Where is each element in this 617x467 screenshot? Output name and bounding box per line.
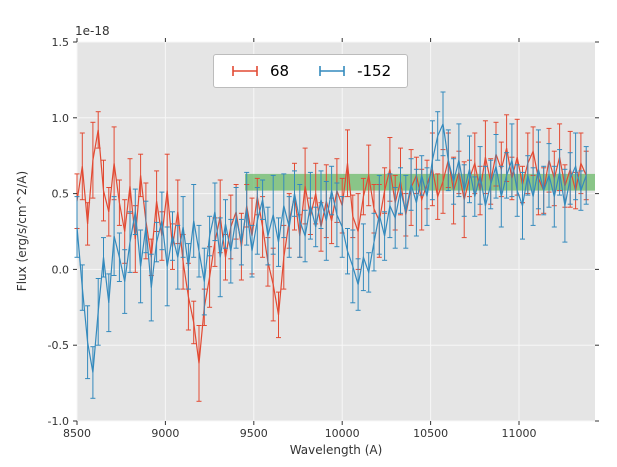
x-tick-label: 10500 bbox=[413, 427, 448, 440]
x-tick-label: 9000 bbox=[151, 427, 179, 440]
y-tick-label: 1.0 bbox=[52, 112, 70, 125]
errorbar-key-red-icon bbox=[232, 66, 258, 76]
y-tick-label: 0.0 bbox=[52, 263, 70, 276]
legend-label-minus152: -152 bbox=[357, 62, 392, 80]
errorbar-key-blue-icon bbox=[319, 66, 345, 76]
y-axis-label: Flux (erg/s/cm^2/A) bbox=[15, 170, 29, 292]
errorbar-series bbox=[74, 91, 589, 402]
y-axis-offset-label: 1e-18 bbox=[75, 24, 110, 38]
x-tick-label: 11000 bbox=[502, 427, 537, 440]
axis-ticks bbox=[73, 38, 599, 425]
x-axis-label: Wavelength (A) bbox=[289, 443, 383, 457]
x-tick-label: 9500 bbox=[240, 427, 268, 440]
y-tick-label: -0.5 bbox=[48, 339, 69, 352]
tick-labels: 8500 9000 9500 10000 10500 11000 -1.0 -0.5 0.0 0.… bbox=[48, 36, 537, 440]
legend-item-68: 68 bbox=[230, 62, 289, 80]
y-tick-label: 1.5 bbox=[52, 36, 70, 49]
legend: 68 -152 bbox=[213, 54, 409, 88]
y-tick-label: -1.0 bbox=[48, 415, 69, 428]
y-tick-label: 0.5 bbox=[52, 188, 70, 201]
legend-label-68: 68 bbox=[270, 62, 290, 80]
x-tick-label: 8500 bbox=[63, 427, 91, 440]
legend-item-minus152: -152 bbox=[317, 62, 391, 80]
x-tick-label: 10000 bbox=[325, 427, 360, 440]
